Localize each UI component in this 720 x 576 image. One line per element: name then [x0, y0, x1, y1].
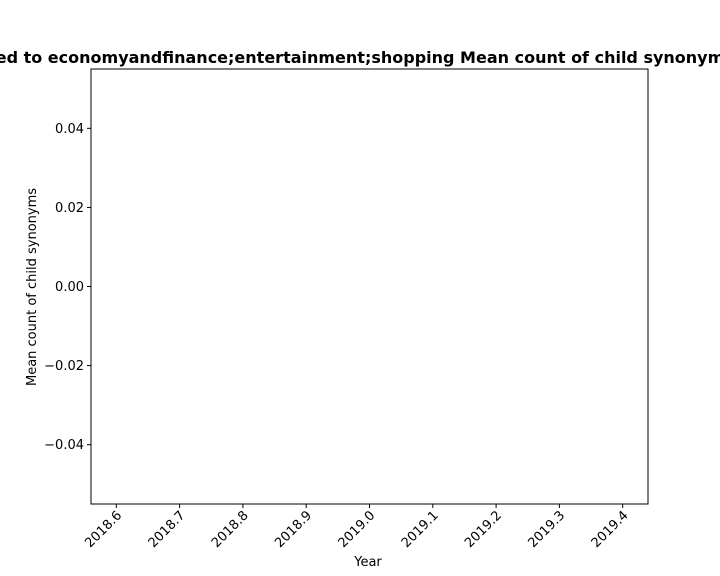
x-tick-label: 2019.4 [589, 508, 632, 551]
plot-area [90, 68, 649, 505]
y-tick-label: 0.02 [55, 201, 84, 216]
y-axis: −0.04 −0.02 0.00 0.02 0.04 [44, 122, 91, 453]
x-tick-label: 2018.7 [146, 508, 189, 551]
x-axis: 2018.6 2018.7 2018.8 2018.9 2019.0 2019.1 2019… [82, 504, 632, 551]
x-tick-label: 2019.2 [462, 508, 505, 551]
x-tick-label: 2019.3 [525, 508, 568, 551]
x-tick-label: 2018.8 [209, 508, 252, 551]
y-tick-label: 0.04 [55, 122, 84, 137]
x-tick-label: 2018.6 [82, 508, 125, 551]
x-tick-label: 2019.0 [336, 508, 379, 551]
x-tick-label: 2019.1 [399, 508, 442, 551]
y-tick-label: −0.04 [44, 438, 84, 453]
y-axis-label: Mean count of child synonyms [25, 188, 40, 386]
chart-title: ed to economyandfinance;entertainment;sh… [0, 48, 720, 67]
x-tick-label: 2018.9 [272, 508, 315, 551]
y-tick-label: −0.02 [44, 359, 84, 374]
x-axis-label: Year [353, 555, 382, 570]
y-tick-label: 0.00 [55, 280, 84, 295]
